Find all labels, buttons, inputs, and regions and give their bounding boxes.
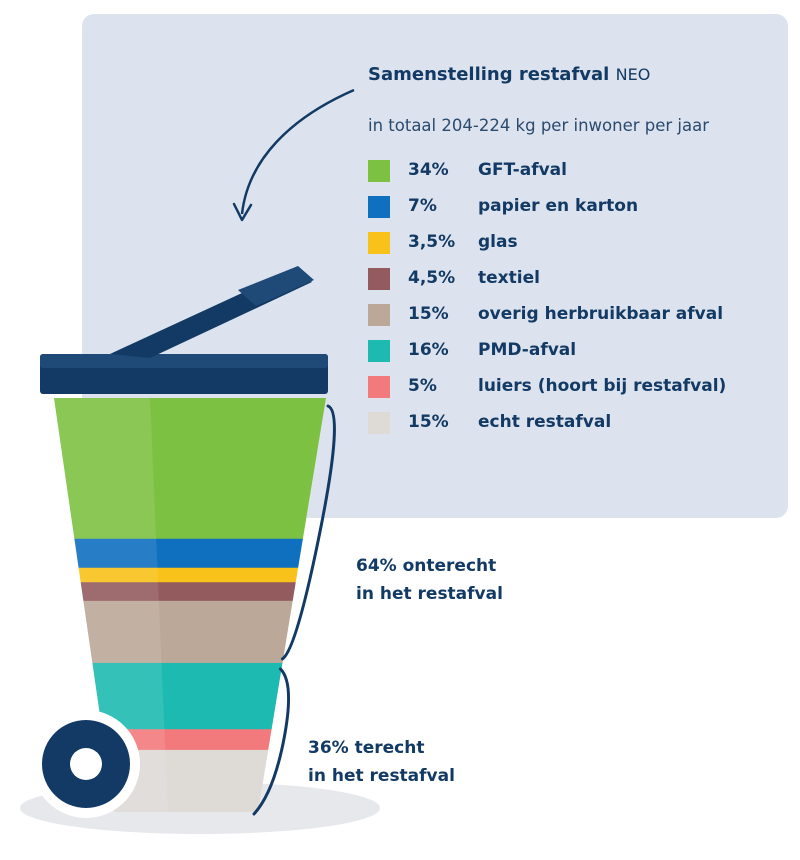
legend-item: 3,5% glas xyxy=(368,228,788,258)
bracket-terecht xyxy=(252,667,291,816)
bin-segment xyxy=(54,567,326,583)
annotation-onterecht-line2: in het restafval xyxy=(356,584,503,604)
legend-item: 5% luiers (hoort bij restafval) xyxy=(368,372,788,402)
legend-label: overig herbruikbaar afval xyxy=(478,304,724,324)
legend-swatch xyxy=(368,412,390,434)
legend-item: 34% GFT-afval xyxy=(368,156,788,186)
chart-title: Samenstelling restafval NEO xyxy=(368,64,650,85)
bin-segment xyxy=(54,582,326,602)
legend-percentage: 5% xyxy=(408,376,437,396)
annotation-terecht-line1: 36% terecht xyxy=(308,738,425,758)
legend-label: luiers (hoort bij restafval) xyxy=(478,376,727,396)
legend-label: papier en karton xyxy=(478,196,639,216)
annotation-onterecht-line1: 64% onterecht xyxy=(356,556,497,576)
arrow-head-icon xyxy=(232,202,253,222)
legend-item: 15% overig herbruikbaar afval xyxy=(368,300,788,330)
bin-lid-bar-top xyxy=(40,354,328,368)
legend-swatch xyxy=(368,160,390,182)
bin-segment xyxy=(54,600,326,664)
legend-label: glas xyxy=(478,232,518,252)
legend-percentage: 7% xyxy=(408,196,437,216)
legend-item: 7% papier en karton xyxy=(368,192,788,222)
legend-label: textiel xyxy=(478,268,540,288)
bin-segment xyxy=(54,398,326,540)
chart-title-suffix: NEO xyxy=(615,65,651,84)
legend-percentage: 16% xyxy=(408,340,449,360)
legend-label: GFT-afval xyxy=(478,160,567,180)
legend-percentage: 15% xyxy=(408,412,449,432)
chart-title-main: Samenstelling restafval xyxy=(368,64,610,85)
legend-item: 15% echt restafval xyxy=(368,408,788,438)
legend-label: echt restafval xyxy=(478,412,612,432)
legend-item: 16% PMD-afval xyxy=(368,336,788,366)
legend-percentage: 3,5% xyxy=(408,232,456,252)
chart-subtitle: in totaal 204-224 kg per inwoner per jaa… xyxy=(368,116,709,135)
legend-percentage: 34% xyxy=(408,160,449,180)
legend-percentage: 15% xyxy=(408,304,449,324)
legend-item: 4,5% textiel xyxy=(368,264,788,294)
bracket-onterecht xyxy=(280,404,336,661)
legend-swatch xyxy=(368,268,390,290)
arrow-line xyxy=(240,88,355,215)
legend-swatch xyxy=(368,340,390,362)
legend-percentage: 4,5% xyxy=(408,268,456,288)
annotation-onterecht: 64% onterecht in het restafval xyxy=(356,552,503,608)
bin-segment xyxy=(54,538,326,569)
legend-swatch xyxy=(368,376,390,398)
annotation-terecht: 36% terecht in het restafval xyxy=(308,734,455,790)
legend-label: PMD-afval xyxy=(478,340,577,360)
legend-swatch xyxy=(368,304,390,326)
legend-swatch xyxy=(368,232,390,254)
bin-highlight xyxy=(54,398,168,812)
bin-lid-handle xyxy=(238,266,314,306)
wheel-hub xyxy=(70,748,102,780)
legend-swatch xyxy=(368,196,390,218)
annotation-terecht-line2: in het restafval xyxy=(308,766,455,786)
